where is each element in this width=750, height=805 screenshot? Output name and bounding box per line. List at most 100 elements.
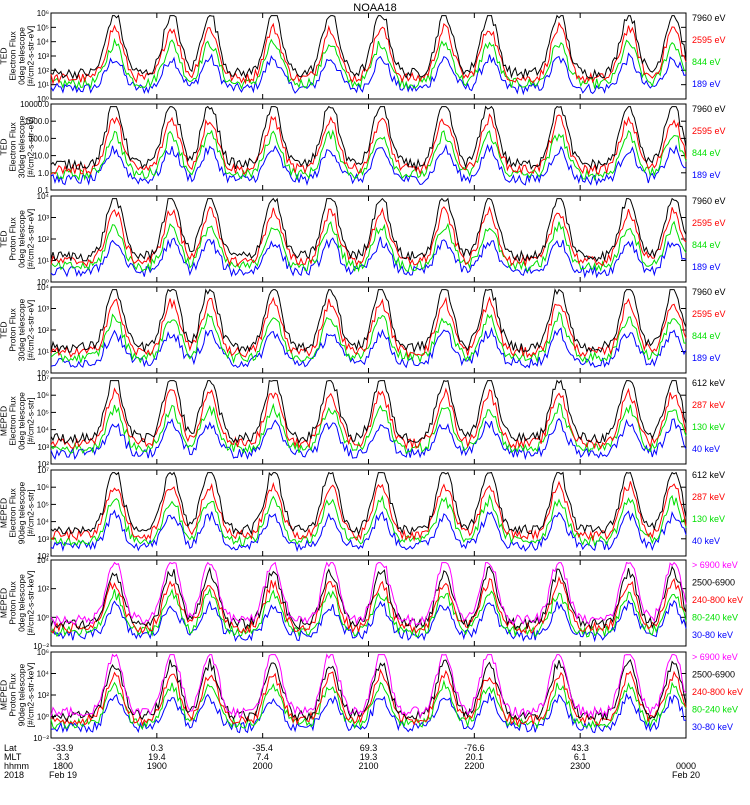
legend-entry: 40 keV bbox=[692, 444, 720, 454]
x-axis-value: 0.3 bbox=[151, 743, 164, 753]
series-trace bbox=[50, 599, 687, 643]
y-tick-label: 10.0 bbox=[33, 152, 49, 161]
x-axis-row-label: hhmm bbox=[4, 761, 29, 771]
y-axis-label-line: 30deg telescope bbox=[17, 299, 27, 362]
y-tick-label: 10⁶ bbox=[37, 648, 49, 657]
legend-entry: 240-800 keV bbox=[692, 687, 743, 697]
y-axis-label-line: [#/cm2-s-str] bbox=[26, 489, 36, 536]
y-axis-label-line: Electron Flux bbox=[8, 487, 18, 537]
y-tick-label: 100.0 bbox=[29, 134, 50, 143]
y-tick-label: 10000.0 bbox=[20, 100, 49, 109]
x-axis-row-label: MLT bbox=[4, 752, 22, 762]
legend-entry: 287 keV bbox=[692, 492, 725, 502]
x-axis-value: 43.3 bbox=[571, 743, 589, 753]
y-tick-label: 10² bbox=[37, 460, 49, 469]
x-axis-value: -33.9 bbox=[53, 743, 74, 753]
y-axis-label-line: Proton Flux bbox=[8, 673, 18, 717]
y-tick-label: 10⁰ bbox=[37, 95, 49, 104]
y-axis-label-line: Electron Flux bbox=[8, 395, 18, 445]
legend-entry: 844 eV bbox=[692, 240, 721, 250]
legend-entry: > 6900 keV bbox=[692, 560, 738, 570]
x-axis-row-label: 2018 bbox=[4, 770, 24, 780]
legend-entry: 287 keV bbox=[692, 400, 725, 410]
y-tick-label: 10⁴ bbox=[37, 426, 50, 435]
series-trace bbox=[50, 236, 687, 279]
y-tick-label: 10³ bbox=[37, 214, 49, 223]
legend-entry: 189 eV bbox=[692, 170, 721, 180]
legend-entry: 844 eV bbox=[692, 331, 721, 341]
y-axis-label-line: MEPED bbox=[0, 498, 9, 528]
series-trace bbox=[50, 402, 687, 455]
x-axis-value: 69.3 bbox=[360, 743, 378, 753]
legend-entry: 130 keV bbox=[692, 514, 725, 524]
x-axis-value: 6.1 bbox=[574, 752, 587, 762]
series-trace bbox=[50, 52, 687, 96]
x-axis-value: 1900 bbox=[147, 761, 167, 771]
legend-entry: 612 keV bbox=[692, 378, 725, 388]
y-axis-label: TED Proton Flux 0deg telescope [#/cm2-s-str… bbox=[0, 209, 36, 269]
series-trace bbox=[50, 220, 687, 273]
series-trace bbox=[50, 493, 687, 548]
legend-entry: 612 keV bbox=[692, 470, 725, 480]
x-axis-value: Feb 19 bbox=[49, 770, 77, 780]
y-tick-label: 10⁵ bbox=[37, 23, 49, 32]
legend-entry: 844 eV bbox=[692, 148, 721, 158]
y-axis-label: MEPED Proton Flux 0deg telescope [#/cm2-s-s… bbox=[0, 571, 36, 636]
y-axis-label-line: [#/cm2-s-str-eV] bbox=[26, 209, 36, 269]
y-axis-label-line: TED bbox=[0, 139, 9, 156]
chart-title: NOAA18 bbox=[353, 2, 397, 14]
y-tick-label: 10⁶ bbox=[37, 391, 49, 400]
series-trace bbox=[50, 387, 687, 450]
series-trace bbox=[50, 565, 687, 631]
y-tick-label: 10⁴ bbox=[37, 38, 50, 47]
legend-entry: 240-800 keV bbox=[692, 595, 743, 605]
y-axis-label-line: MEPED bbox=[0, 588, 9, 618]
y-tick-label: 10⁴ bbox=[37, 283, 50, 292]
y-tick-label: 10² bbox=[37, 552, 49, 561]
y-axis-label: TED Proton Flux 30deg telescope [#/cm2-s-st… bbox=[0, 299, 36, 362]
legend-entry: 2500-6900 bbox=[692, 578, 735, 588]
y-axis-label-line: Electron Flux bbox=[8, 30, 18, 80]
y-tick-label: 1.0 bbox=[38, 169, 50, 178]
x-axis-value: 3.3 bbox=[57, 752, 70, 762]
y-axis-label-line: MEPED bbox=[0, 680, 9, 710]
legend-entry: 189 eV bbox=[692, 353, 721, 363]
x-axis-value: 2200 bbox=[464, 761, 484, 771]
y-axis-label-line: Proton Flux bbox=[8, 217, 18, 261]
y-tick-label: 10³ bbox=[37, 52, 49, 61]
legend-entry: 30-80 keV bbox=[692, 722, 733, 732]
series-trace bbox=[50, 471, 687, 536]
x-axis-value: -76.6 bbox=[464, 743, 485, 753]
y-tick-label: 10² bbox=[37, 66, 49, 75]
y-tick-label: 10⁵ bbox=[37, 500, 49, 509]
series-trace bbox=[50, 668, 687, 727]
x-axis-value: 2100 bbox=[358, 761, 378, 771]
y-axis-label-line: 0deg telescope bbox=[17, 574, 27, 632]
x-axis-value: 1800 bbox=[53, 761, 73, 771]
y-axis-label: TED Electron Flux 0deg telescope [#/cm2-s-s… bbox=[0, 26, 36, 86]
y-axis-label-line: 90deg telescope bbox=[17, 482, 27, 545]
y-tick-label: 1000.0 bbox=[25, 117, 50, 126]
y-axis-label-line: [#/cm2-s-str-eV] bbox=[26, 26, 36, 86]
y-tick-label: 10⁻² bbox=[33, 642, 49, 651]
legend-entry: 130 keV bbox=[692, 422, 725, 432]
legend-entry: 2500-6900 bbox=[692, 670, 735, 680]
x-axis-value: 2000 bbox=[253, 761, 273, 771]
series-trace bbox=[50, 197, 687, 263]
legend-entry: 189 eV bbox=[692, 79, 721, 89]
y-tick-label: 10⁷ bbox=[37, 466, 49, 475]
y-axis-label-line: 30deg telescope bbox=[17, 116, 27, 179]
y-tick-label: 10² bbox=[37, 691, 49, 700]
series-trace bbox=[50, 417, 687, 461]
legend-entry: 189 eV bbox=[692, 262, 721, 272]
legend-entry: 40 keV bbox=[692, 536, 720, 546]
x-axis-value: 19.3 bbox=[360, 752, 378, 762]
x-axis-value: 0000 bbox=[676, 761, 696, 771]
y-tick-label: 10¹ bbox=[37, 348, 49, 357]
series-trace bbox=[50, 576, 687, 635]
legend-entry: 2595 eV bbox=[692, 309, 726, 319]
x-axis-row-label: Lat bbox=[4, 743, 17, 753]
y-axis-label-line: [#/cm2-s-str] bbox=[26, 397, 36, 444]
